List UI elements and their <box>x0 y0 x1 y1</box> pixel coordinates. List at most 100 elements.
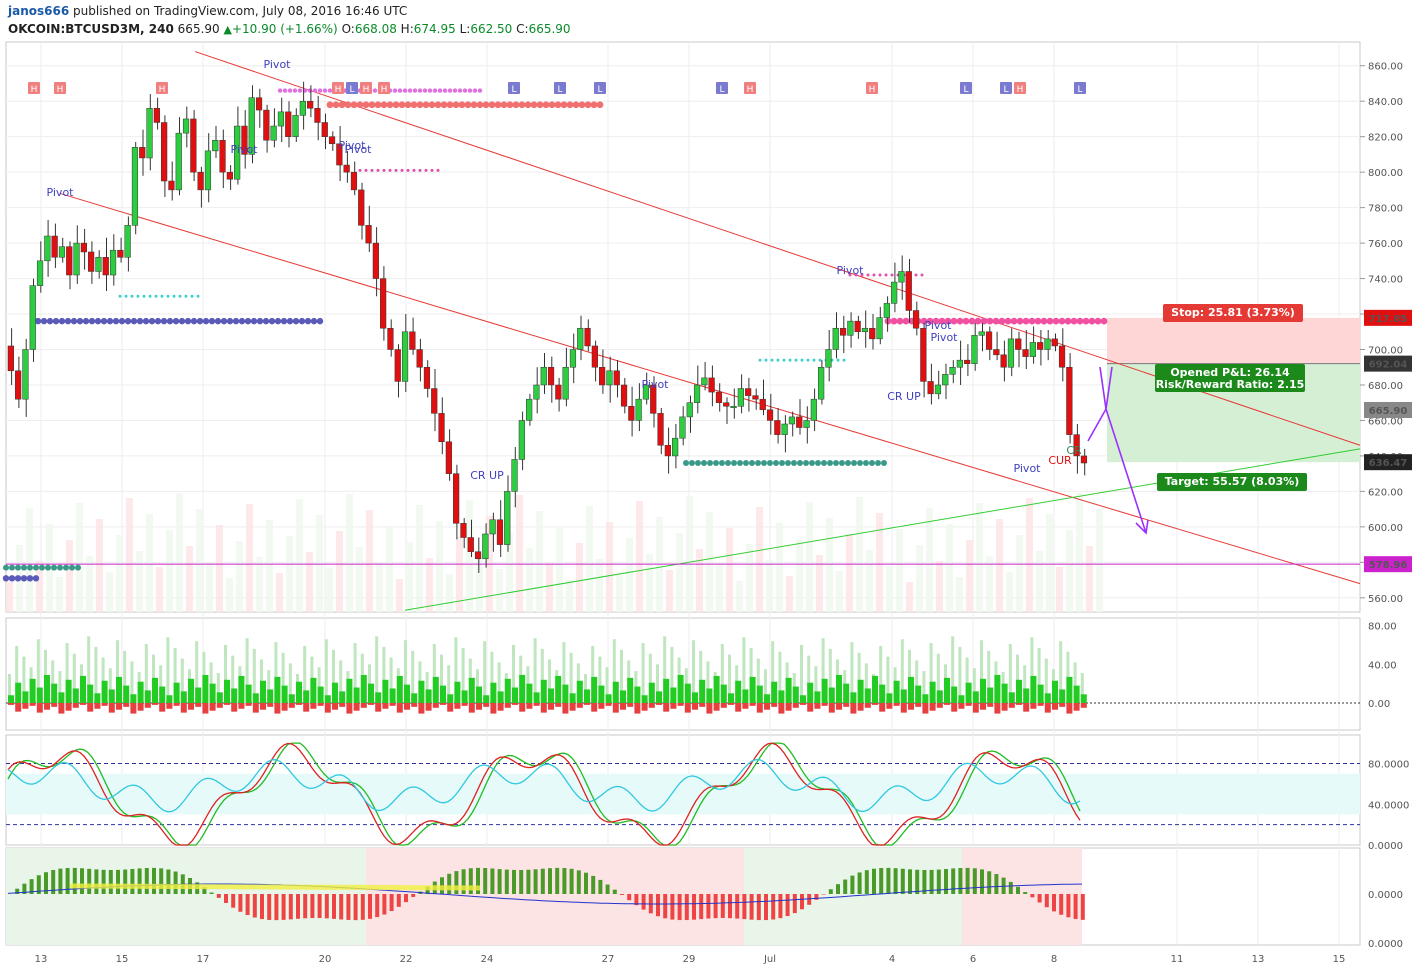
candle-down <box>1000 354 1007 368</box>
osc-bar-bg <box>252 648 256 703</box>
volume-shade <box>546 564 553 612</box>
candle-up <box>956 359 963 368</box>
macd-bar-down <box>792 894 797 914</box>
osc-bar-up <box>51 683 58 703</box>
candle-down <box>613 370 620 386</box>
osc-bar-down <box>36 702 43 713</box>
osc-bar-up <box>29 678 36 703</box>
level-dots-red <box>542 101 550 109</box>
macd-bar-up <box>1008 881 1013 894</box>
high-label: H: <box>400 22 414 36</box>
macd-bar-down <box>663 894 668 919</box>
osc-bar-up <box>202 674 209 703</box>
macd-bar-up <box>929 869 934 894</box>
osc-bar-bg <box>432 644 436 703</box>
level-dots-magenta-small <box>376 168 380 172</box>
osc-bar-down <box>864 702 871 708</box>
x-tick-label: 13 <box>1252 954 1265 965</box>
osc-bar-up <box>756 685 763 703</box>
osc-bar-bg <box>663 636 667 703</box>
osc-bar-bg <box>267 670 271 703</box>
macd-bar-up <box>94 869 99 894</box>
level-dots-teal-left <box>33 564 39 571</box>
volume-shade <box>1026 498 1033 612</box>
macd-bar-up <box>166 869 171 894</box>
osc-bar-down <box>634 702 641 714</box>
osc-bar-down <box>562 702 569 714</box>
macd-bg-green-2 <box>744 848 962 945</box>
change-value: +10.90 (+1.66%) <box>231 22 338 36</box>
level-dots-red <box>446 101 454 109</box>
osc-bar-bg <box>166 637 170 703</box>
osc-bar-bg <box>987 650 991 703</box>
level-dots-red <box>506 101 514 109</box>
osc-bar-bg <box>108 668 112 703</box>
candle-up <box>642 384 650 400</box>
osc-bar-down <box>87 702 94 712</box>
volume-shade <box>926 508 933 612</box>
level-dots-pivot <box>872 273 876 277</box>
level-dots-teal-left <box>75 564 81 571</box>
candle-down <box>350 171 358 191</box>
osc-bar-down <box>483 702 490 707</box>
volume-shade <box>496 569 503 612</box>
symbol-name[interactable]: OKCOIN:BTCUSD3M, 240 <box>8 22 174 36</box>
level-dots-red <box>452 101 460 109</box>
level-dots-red <box>374 101 382 109</box>
candle-down <box>1037 342 1044 350</box>
candle-down <box>438 413 445 442</box>
volume-shade <box>236 541 243 612</box>
osc-bar-bg <box>58 671 62 703</box>
osc-bar-bg <box>692 640 695 703</box>
candle-up <box>482 533 489 560</box>
x-tick-label: 11 <box>1171 954 1184 965</box>
annotation-label-9: Pivot <box>1013 462 1041 475</box>
osc-bar-up <box>296 681 302 703</box>
candle-down <box>628 406 635 421</box>
osc-bar-down <box>677 702 684 706</box>
price-label: 578.96 <box>1369 560 1408 571</box>
level-dots-pivot <box>878 273 882 277</box>
osc-bar-down <box>130 702 137 714</box>
candle-down <box>1080 455 1088 464</box>
candle-down <box>241 125 248 155</box>
level-dots-pink <box>944 317 952 325</box>
level-dots-pink <box>1076 317 1084 325</box>
level-dots-red <box>518 101 526 109</box>
macd-bar-down <box>720 894 725 919</box>
osc-bar-up <box>648 682 655 703</box>
osc-tick-label: 80.00 <box>1368 622 1397 633</box>
author-link[interactable]: janos666 <box>8 4 70 18</box>
macd-bar-down <box>1052 894 1056 912</box>
level-dots-cyan <box>166 294 170 298</box>
level-dots-magenta-small <box>364 168 368 172</box>
osc-bar-bg <box>749 647 753 703</box>
macd-bar-down <box>281 894 286 920</box>
x-tick-label: 29 <box>683 954 696 965</box>
osc-bar-bg <box>332 649 335 703</box>
osc-bar-bg <box>440 654 443 703</box>
candle-down <box>365 225 372 244</box>
hl-marker-text: L <box>1077 85 1082 95</box>
osc-bar-up <box>951 686 958 703</box>
osc-bar-bg <box>958 646 962 703</box>
osc-bar-down <box>94 702 101 709</box>
candle-up <box>978 331 985 336</box>
macd-bar-up <box>857 872 862 894</box>
stoch-tick-label: 80.0000 <box>1368 760 1409 771</box>
level-dots-cyan-mid <box>794 358 798 362</box>
osc-bar-up <box>720 684 727 703</box>
candle-down <box>664 445 671 457</box>
candle-down <box>307 100 314 109</box>
volume-shade <box>706 512 713 612</box>
osc-bar-up <box>800 695 806 703</box>
level-dots-blue <box>256 317 264 325</box>
macd-bar-down <box>238 894 243 912</box>
macd-tick-label: 0.0000 <box>1368 939 1403 950</box>
macd-bar-down <box>1037 894 1042 903</box>
macd-bar-up <box>533 869 538 894</box>
osc-bar-up <box>180 691 187 703</box>
osc-bar-up <box>332 682 338 703</box>
osc-bar-up <box>576 680 583 703</box>
